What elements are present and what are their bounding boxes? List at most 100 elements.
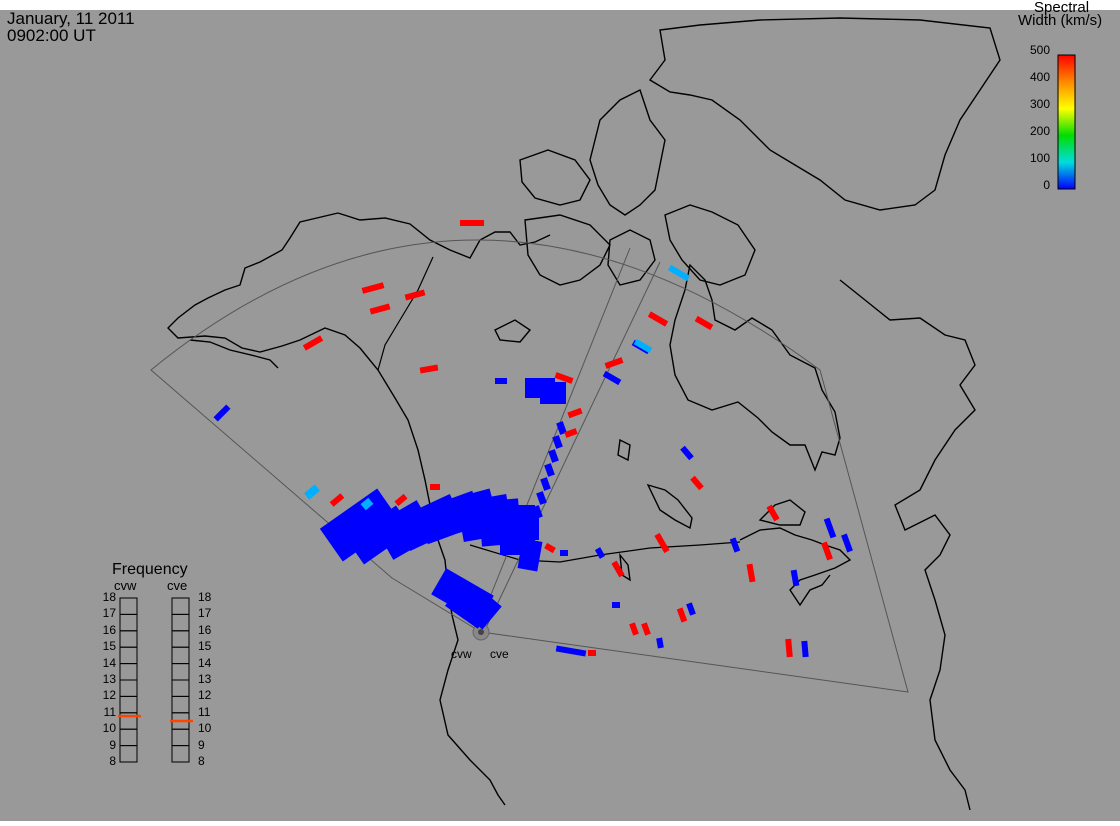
echo-cell [304, 484, 320, 500]
echo-cell [394, 493, 408, 507]
echo-cell [633, 338, 653, 354]
echo-cell [463, 590, 502, 630]
echo-cell [823, 517, 837, 539]
echo-cell [647, 311, 669, 327]
freq-tick-right: 9 [198, 737, 205, 752]
freq-tick-right: 15 [198, 639, 212, 654]
echo-cell [676, 607, 688, 623]
echo-cell [602, 370, 622, 386]
colorbar-tick: 300 [1029, 97, 1050, 111]
colorbar-tick: 0 [1043, 178, 1050, 192]
echo-cell [604, 357, 624, 369]
freq-cell [171, 745, 190, 763]
echo-cell [612, 602, 620, 608]
echo-cell [766, 504, 780, 522]
echo-cell [329, 493, 345, 507]
freq-tick-left: 9 [109, 737, 116, 752]
echo-cell [790, 569, 800, 587]
echo-cell [544, 463, 555, 477]
echo-cell [654, 532, 670, 554]
freq-tick-right: 14 [198, 655, 212, 670]
freq-tick-left: 11 [103, 704, 116, 719]
echo-cell [552, 435, 563, 449]
echo-cell [532, 505, 543, 519]
freq-tick-right: 8 [198, 754, 205, 768]
freq-tick-right: 18 [198, 590, 212, 604]
echo-cells [213, 220, 853, 658]
freq-tick-right: 11 [198, 704, 211, 719]
colorbar-tick: 100 [1029, 151, 1050, 165]
freq-tick-right: 10 [198, 721, 212, 736]
echo-cell [588, 650, 596, 656]
echo-cell [548, 449, 559, 463]
coastlines [167, 17, 1001, 811]
echo-cell [555, 645, 587, 657]
radar-label-cve: cve [490, 647, 509, 661]
radar-label-cvw: cvw [451, 647, 472, 661]
freq-tick-right: 13 [198, 672, 212, 686]
echo-cell [430, 484, 440, 490]
freq-tick-left: 14 [102, 655, 116, 670]
colorbar-tick: 200 [1029, 124, 1050, 138]
echo-cell [656, 637, 664, 649]
frequency-boxes [118, 597, 193, 763]
echo-cell [564, 428, 578, 438]
radar-fov-outline [150, 239, 909, 693]
echo-cell [419, 364, 439, 374]
freq-tick-left: 17 [102, 606, 116, 621]
echo-cell [536, 491, 547, 505]
freq-tick-right: 17 [198, 606, 212, 621]
echo-cell [667, 264, 691, 282]
echo-cell [460, 220, 484, 226]
echo-cell [686, 602, 696, 616]
echo-cell [404, 289, 426, 301]
date-label: January, 11 2011 [7, 9, 135, 28]
freq-radar-cvw: cvw [114, 578, 137, 593]
echo-cell [567, 407, 583, 419]
freq-tick-left: 16 [102, 622, 116, 637]
echo-cell [746, 563, 756, 583]
freq-radar-cve: cve [167, 578, 188, 593]
echo-cell [528, 519, 539, 533]
colorbar-gradient [1057, 54, 1076, 190]
echo-cell [495, 378, 507, 384]
freq-cell [119, 745, 138, 763]
colorbar-title-line1: Spectral [1034, 0, 1090, 16]
frequency-title: Frequency [112, 561, 188, 578]
echo-cell [361, 282, 385, 294]
map-background [0, 10, 1120, 821]
freq-tick-left: 8 [109, 754, 116, 768]
echo-cell [360, 497, 374, 511]
echo-cell [641, 622, 651, 636]
colorbar-tick: 500 [1029, 43, 1050, 57]
freq-tick-left: 18 [102, 590, 116, 604]
echo-cell [540, 382, 566, 404]
echo-cell [729, 537, 741, 553]
colorbar-title-line2: Width (km/s) [1018, 12, 1103, 29]
echo-cell [213, 404, 231, 422]
echo-cell [540, 477, 551, 491]
time-label: 0902:00 UT [7, 26, 96, 45]
echo-cell [821, 541, 833, 561]
colorbar-tick: 400 [1029, 70, 1050, 84]
echo-cell [517, 538, 543, 572]
freq-tick-right: 12 [198, 688, 212, 703]
echo-cell [369, 303, 391, 315]
echo-cell [319, 488, 401, 562]
echo-cell [801, 640, 809, 658]
echo-cell [611, 560, 625, 578]
echo-cell [690, 475, 704, 491]
echo-cell [544, 542, 556, 554]
echo-cell [841, 533, 853, 553]
echo-cell [560, 550, 568, 556]
echo-cell [629, 622, 639, 636]
echo-cell [680, 445, 694, 461]
freq-tick-left: 13 [102, 672, 116, 686]
echo-cell [785, 638, 793, 658]
freq-tick-left: 12 [102, 688, 116, 703]
echo-cell [694, 315, 714, 331]
echo-cell [554, 372, 574, 384]
freq-tick-left: 10 [102, 721, 116, 736]
